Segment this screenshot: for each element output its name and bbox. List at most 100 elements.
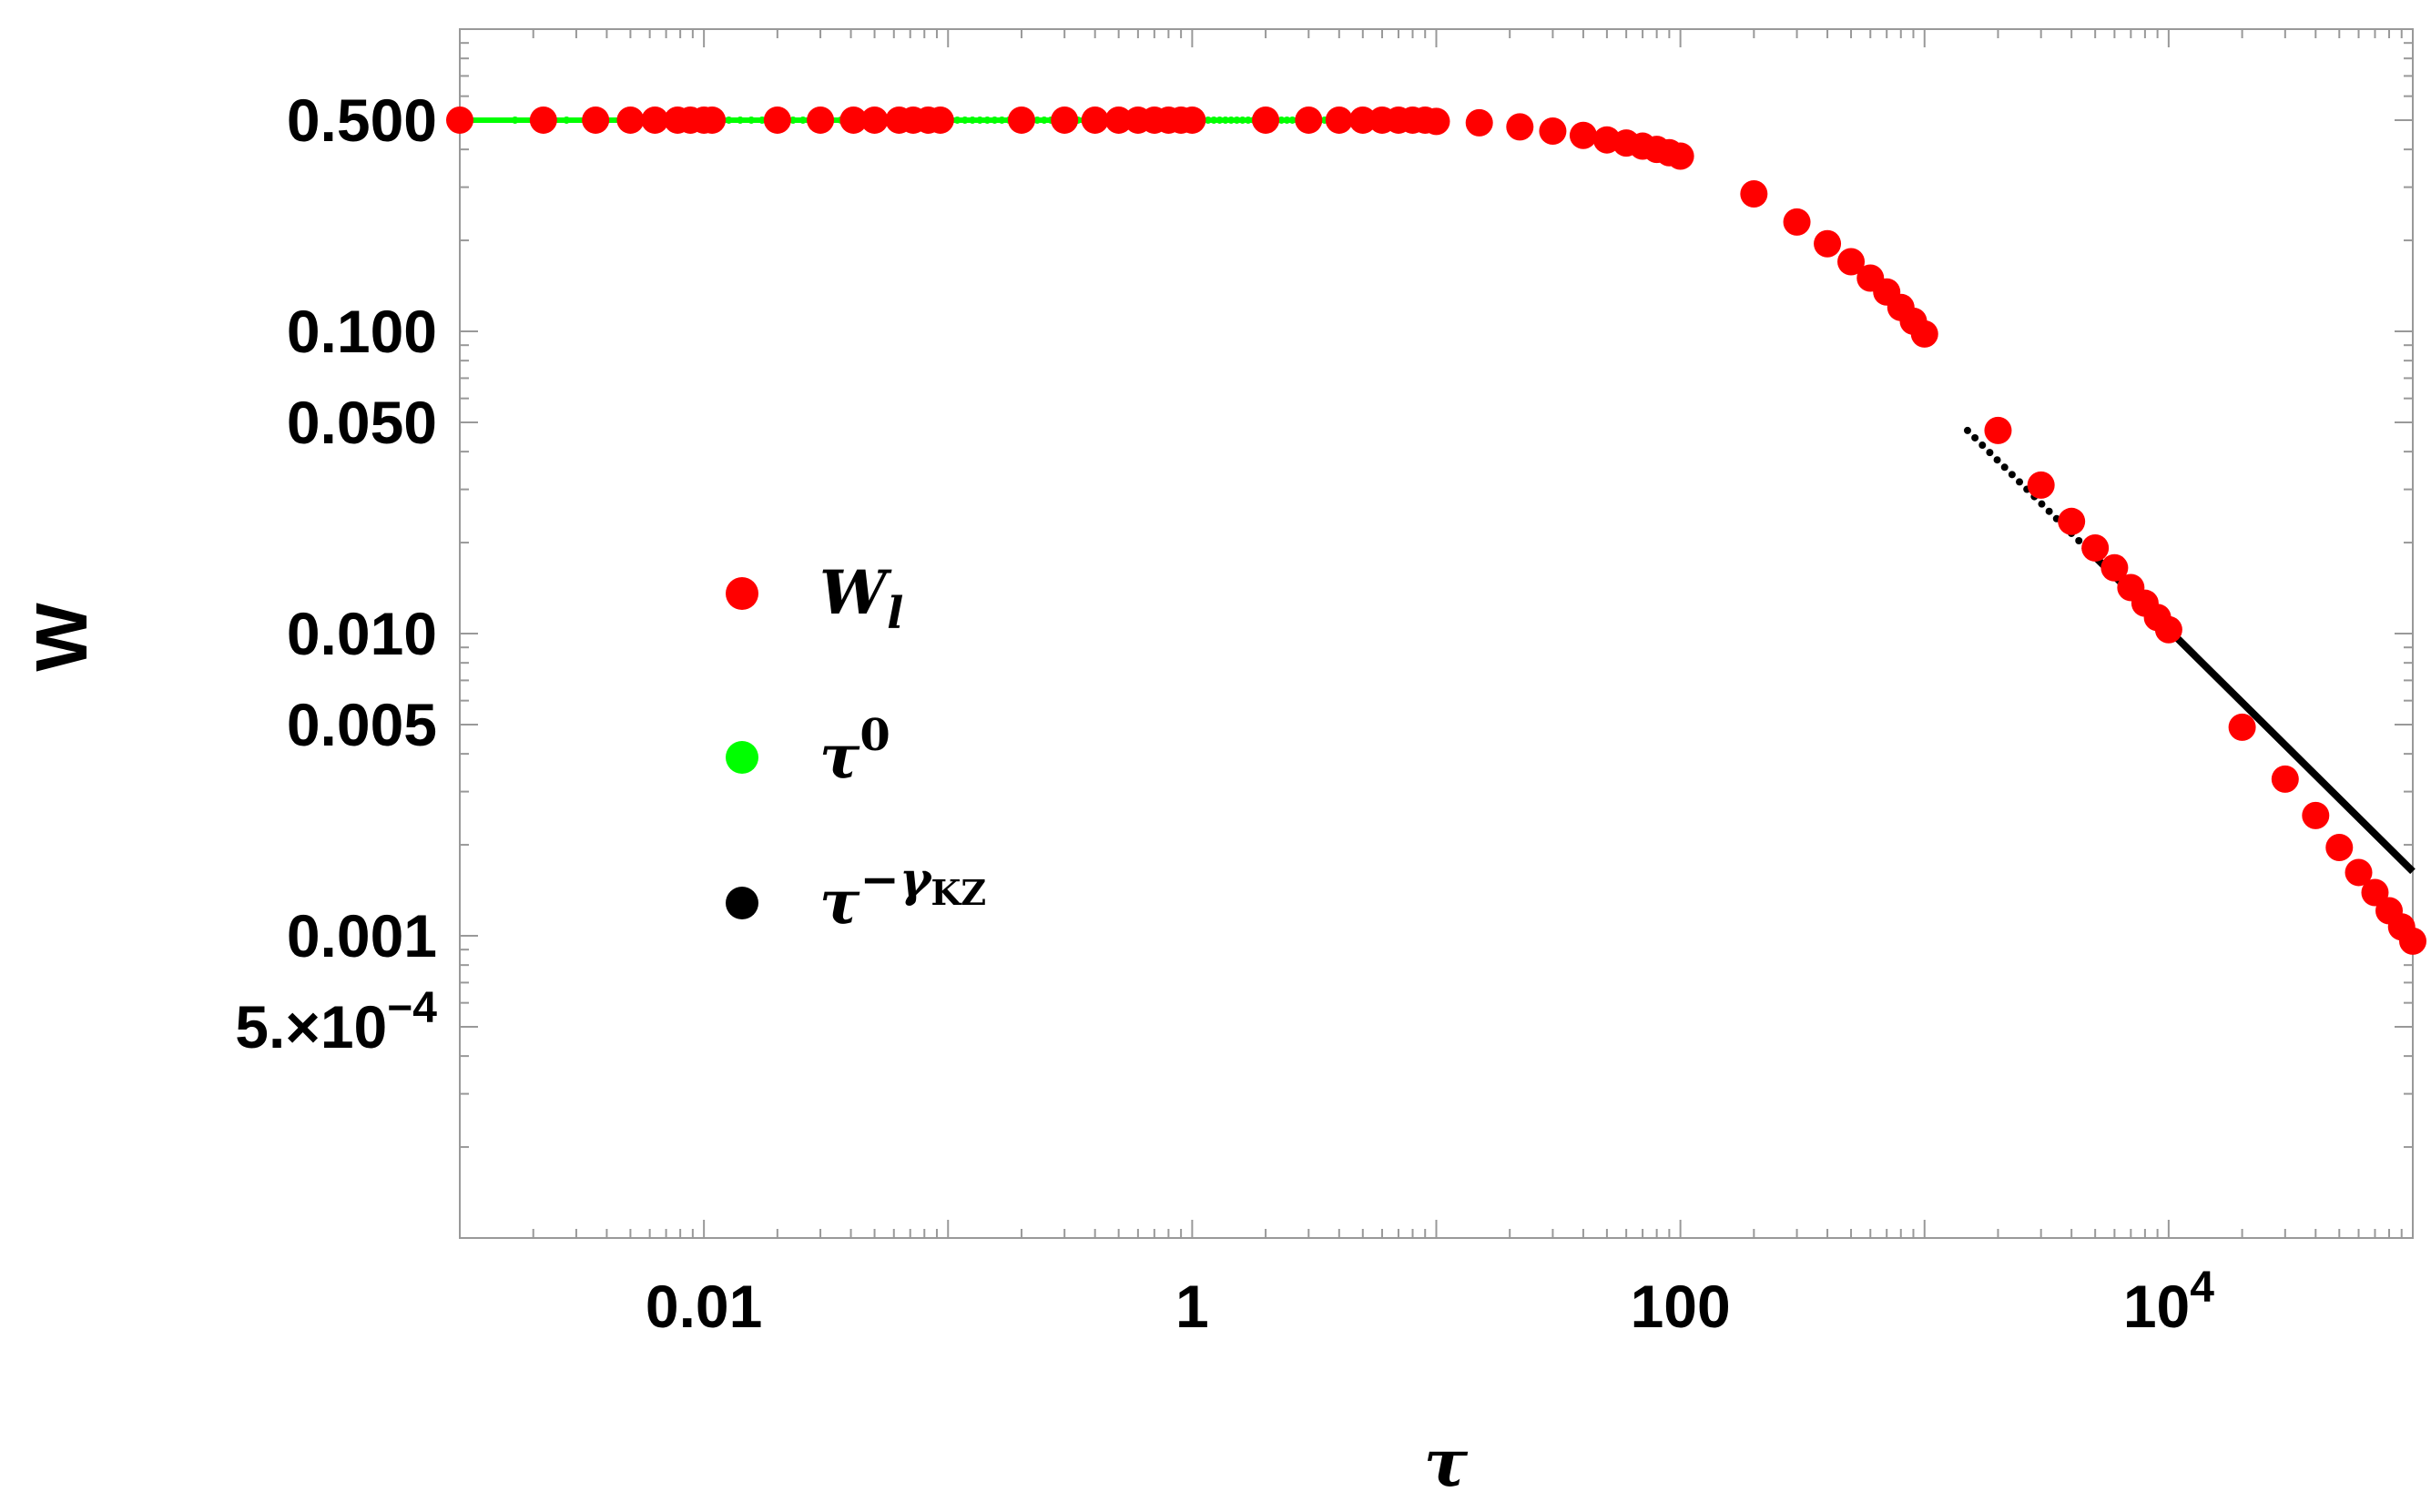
tau0-point xyxy=(1216,116,1224,124)
wl-point xyxy=(1081,106,1109,134)
wl-point xyxy=(2154,615,2182,644)
wl-point xyxy=(926,106,954,134)
wl-point xyxy=(1051,106,1079,134)
x-tick-label: 104 xyxy=(2123,1263,2214,1340)
tau-kz-point xyxy=(1971,433,1979,441)
wl-point xyxy=(2058,507,2086,535)
tau0-point xyxy=(976,116,984,124)
tau0-point xyxy=(1238,116,1246,124)
wl-point xyxy=(1506,113,1534,141)
wl-point xyxy=(2399,927,2426,955)
legend-label-superscript: 0 xyxy=(859,710,890,761)
wl-point xyxy=(1569,121,1597,149)
wl-point xyxy=(1910,320,1938,348)
wl-point xyxy=(582,106,610,134)
tau-kz-point xyxy=(1986,449,1994,457)
legend-label: τ−γKZ xyxy=(819,852,986,938)
tau0-point xyxy=(1244,116,1252,124)
legend-label: Wl xyxy=(819,557,903,639)
tau0-point xyxy=(953,116,961,124)
tau-kz-point xyxy=(1993,456,2001,464)
wl-point xyxy=(860,106,889,134)
wl-point xyxy=(2100,553,2129,582)
wl-point xyxy=(1325,106,1353,134)
x-tick-label-exponent: 4 xyxy=(2190,1263,2214,1312)
wl-point xyxy=(1539,117,1567,145)
tau0-point xyxy=(1227,116,1236,124)
wl-point xyxy=(1178,106,1206,134)
tau0-point xyxy=(736,116,744,124)
tau0-point xyxy=(1283,116,1291,124)
legend-label-name: τ xyxy=(819,721,860,792)
wl-point xyxy=(2027,471,2055,499)
tau-kz-point xyxy=(2075,537,2083,545)
y-tick-label-mantissa: 5. xyxy=(235,993,285,1060)
tau-kz-point xyxy=(2016,478,2024,486)
wl-point xyxy=(1295,106,1323,134)
axes: 0.01 1 10 0 104 0.500 0.100 0.050 0.010 0.005 0.00… xyxy=(235,28,2414,1340)
tau0-point xyxy=(1277,116,1286,124)
legend-label-superscript-sub: KZ xyxy=(931,872,986,913)
tau-kz-point xyxy=(2000,463,2009,472)
x-tick-label: 1 xyxy=(1175,1273,1209,1340)
wl-point xyxy=(1837,248,1866,276)
wl-point xyxy=(1422,107,1450,136)
wl-point xyxy=(2081,533,2110,562)
tau0-point xyxy=(1210,116,1218,124)
y-tick-label: 0.500 xyxy=(287,86,437,154)
y-tick-label: 5.×10−4 xyxy=(235,984,437,1060)
tau0-point xyxy=(1288,116,1297,124)
wl-point xyxy=(763,106,791,134)
wl-point xyxy=(2271,765,2299,793)
tau-kz-point xyxy=(2038,500,2046,508)
y-tick-label: 0.100 xyxy=(287,298,437,365)
legend-label-superscript: −γ xyxy=(859,852,933,908)
wl-point xyxy=(1104,106,1133,134)
tau-kz-point xyxy=(2045,507,2053,515)
tau0-point xyxy=(1033,116,1042,124)
wl-point xyxy=(1814,229,1842,258)
y-tick-label-base: 10 xyxy=(320,993,387,1060)
legend-label: τ0 xyxy=(819,710,890,792)
wl-point xyxy=(641,106,669,134)
wl-point xyxy=(1252,106,1280,134)
x-axis-title: τ xyxy=(1424,1424,1469,1501)
legend-marker xyxy=(726,577,758,610)
tau0-point xyxy=(1233,116,1241,124)
wl-point xyxy=(1348,106,1377,134)
wl-point xyxy=(1666,142,1694,170)
y-tick-label: 0.050 xyxy=(287,389,437,456)
tau0-point xyxy=(961,116,969,124)
tau0-point xyxy=(563,116,571,124)
wl-point xyxy=(616,106,645,134)
x-tick-label: 0.01 xyxy=(646,1273,762,1340)
tau0-point xyxy=(1204,116,1212,124)
wl-point xyxy=(807,106,835,134)
y-tick-label: 0.010 xyxy=(287,600,437,667)
tau0-point xyxy=(983,116,992,124)
wl-point xyxy=(446,106,473,134)
wl-point xyxy=(1783,208,1811,236)
y-axis-title: W xyxy=(21,603,102,672)
tau0-point xyxy=(969,116,977,124)
legend-label-name: τ xyxy=(819,867,860,938)
wl-point xyxy=(529,106,557,134)
y-tick-label: 0.005 xyxy=(287,691,437,758)
y-tick-label-exponent: −4 xyxy=(387,984,437,1032)
wl-point xyxy=(2325,833,2354,861)
tau0-point xyxy=(1221,116,1229,124)
tau-kz-point xyxy=(2008,471,2016,479)
legend-marker xyxy=(726,741,758,774)
y-tick-label: 0.001 xyxy=(287,902,437,969)
tau0-point xyxy=(789,116,798,124)
wl-point xyxy=(2302,801,2330,829)
wl-point xyxy=(1984,416,2012,444)
tau0-point xyxy=(748,116,756,124)
series-layer xyxy=(446,106,2426,955)
tau0-point xyxy=(1040,116,1048,124)
wl-point xyxy=(1007,106,1035,134)
wl-point xyxy=(1740,179,1768,208)
